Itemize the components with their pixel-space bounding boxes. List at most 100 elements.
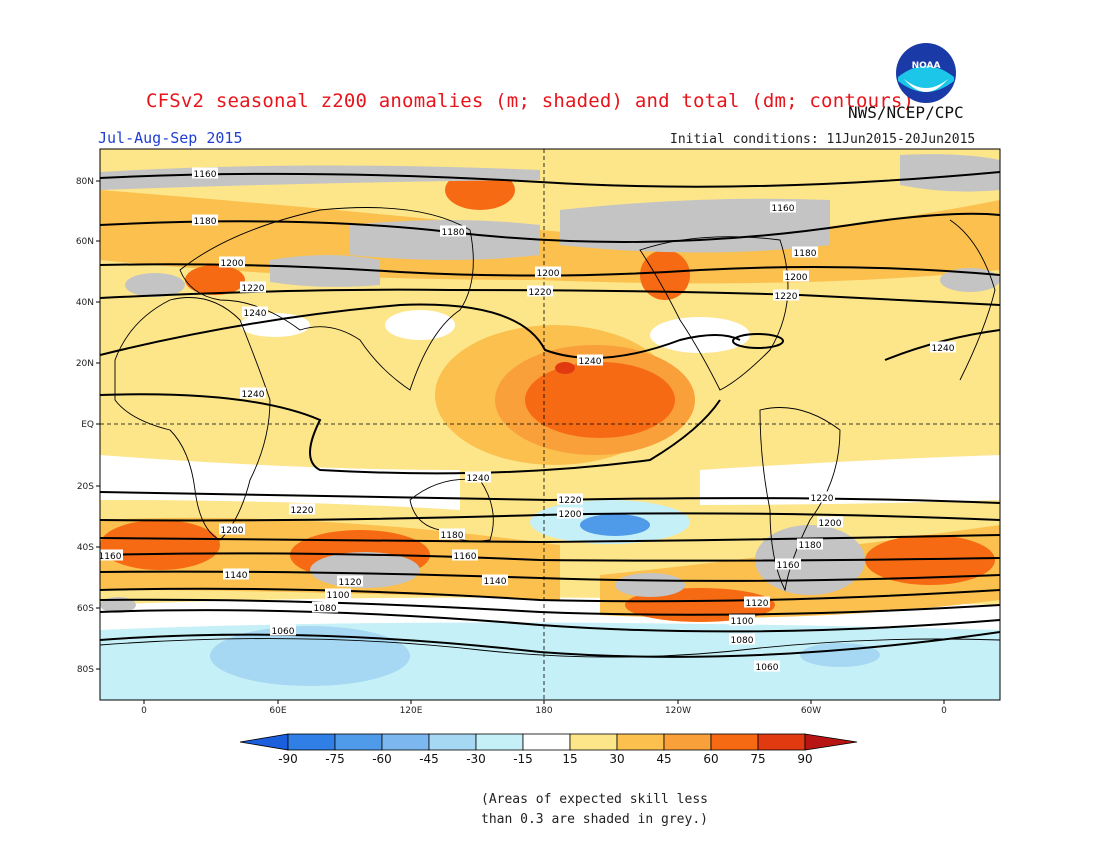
- contour-1240-north: [100, 303, 741, 359]
- contour-label-bg: [783, 270, 809, 282]
- contour-label-bg: [440, 225, 466, 237]
- latitude-labels: 80N 60N 40N 20N EQ 20S 40S 60S 80S: [76, 177, 100, 675]
- grey-asia: [350, 220, 540, 260]
- contour-1080-south: [100, 609, 1000, 633]
- forecast-period: Jul-Aug-Sep 2015: [98, 129, 243, 147]
- contour-label: 1060: [756, 663, 779, 673]
- shading-white-nh-3: [650, 317, 750, 353]
- lat-label-80s: 80S: [77, 665, 94, 675]
- contour-1100-south: [100, 598, 1000, 616]
- longitude-labels: 0 60E 120E 180 120W 60W 0: [141, 700, 947, 716]
- lon-label-0: 0: [941, 706, 947, 716]
- coast-europe-east: [949, 219, 996, 381]
- shading-white-nh-2: [385, 310, 455, 340]
- contour-label-bg: [240, 281, 266, 293]
- contour-label: 1240: [242, 390, 265, 400]
- colorbar-tick-label: -90: [278, 752, 298, 766]
- coast-antarctica: [100, 638, 1000, 658]
- shading-red-pacific: [525, 362, 675, 438]
- contour-label-bg: [775, 558, 801, 570]
- contour-label-bg: [242, 306, 268, 318]
- height-contours: [100, 171, 1000, 658]
- lat-label-20n: 20N: [76, 359, 94, 369]
- contour-label: 1220: [291, 506, 314, 516]
- shading-red-europe: [185, 265, 245, 295]
- contour-label: 1240: [244, 309, 267, 319]
- contour-1220-south: [100, 491, 1000, 504]
- contour-label-bg: [577, 354, 603, 366]
- contour-label: 1220: [529, 288, 552, 298]
- colorbar-tick-label: -15: [513, 752, 533, 766]
- contour-label-bg: [557, 493, 583, 505]
- shading-max-pacific: [555, 362, 575, 374]
- contour-label-bg: [219, 256, 245, 268]
- shading-neg-pacific-core: [580, 514, 650, 536]
- shading-red-alaska: [640, 250, 690, 300]
- lat-label-eq: EQ: [81, 420, 94, 430]
- colorbar-tick-label: 15: [562, 752, 577, 766]
- contour-1060-south: [100, 631, 1000, 658]
- contour-label: 1220: [242, 284, 265, 294]
- contour-label: 1180: [799, 541, 822, 551]
- contour-label: 1080: [314, 604, 337, 614]
- grey-europe: [270, 255, 380, 287]
- colorbar-boxes: [239, 733, 858, 751]
- contour-label-bg: [744, 596, 770, 608]
- contour-label: 1220: [775, 292, 798, 302]
- colorbar-ticks: -90 -75 -60 -45 -30 -15 15 30 45 60 75 90: [278, 752, 812, 766]
- grey-pacific-south: [615, 573, 685, 597]
- grey-indian-south: [310, 552, 420, 588]
- colorbar-box: [757, 733, 806, 751]
- colorbar-arrow-right: [804, 733, 858, 751]
- contour-label: 1160: [777, 561, 800, 571]
- contour-label-bg: [439, 528, 465, 540]
- noaa-logo: NOAA: [896, 43, 956, 103]
- noaa-logo-gull: [904, 79, 948, 92]
- grey-greenland: [900, 154, 1000, 192]
- lat-label-80n: 80N: [76, 177, 94, 187]
- colorbar-box: [569, 733, 618, 751]
- contour-label: 1160: [454, 552, 477, 562]
- contour-label-bg: [770, 201, 796, 213]
- lon-label-120w: 120W: [665, 706, 691, 716]
- colorbar-box: [428, 733, 477, 751]
- shading-red-sh-pacific: [625, 588, 775, 622]
- colorbar-tick-label: 90: [797, 752, 812, 766]
- noaa-logo-text: NOAA: [912, 61, 941, 71]
- colorbar-box: [475, 733, 524, 751]
- contour-label: 1140: [484, 577, 507, 587]
- contour-label-bg: [452, 549, 478, 561]
- contour-label-bg: [527, 285, 553, 297]
- colorbar-tick-label: 75: [750, 752, 765, 766]
- contour-1180-south: [100, 534, 1000, 544]
- contour-label: 1080: [731, 636, 754, 646]
- colorbar-tick-label: 30: [609, 752, 624, 766]
- contour-label: 1220: [811, 494, 834, 504]
- initial-conditions: Initial conditions: 11Jun2015-20Jun2015: [670, 132, 976, 147]
- colorbar-box: [616, 733, 665, 751]
- contour-label-bg: [465, 471, 491, 483]
- contour-label: 1240: [467, 474, 490, 484]
- contour-1220-north: [100, 288, 1000, 306]
- contour-label-bg: [270, 624, 296, 636]
- colorbar-box: [522, 733, 571, 751]
- contour-label-bg: [809, 491, 835, 503]
- lat-label-20s: 20S: [77, 482, 94, 492]
- contour-label-bg: [223, 568, 249, 580]
- colorbar-tick-label: 45: [656, 752, 671, 766]
- lon-label-60w: 60W: [801, 706, 821, 716]
- skill-note-line1: (Areas of expected skill less: [481, 792, 708, 807]
- contour-label-bg: [754, 660, 780, 672]
- colorbar-box: [663, 733, 712, 751]
- agency-label: NWS/NCEP/CPC: [848, 103, 964, 122]
- contour-label-bg: [312, 601, 338, 613]
- contour-label-bg: [557, 507, 583, 519]
- contour-label-bg: [100, 549, 123, 561]
- colorbar-box: [710, 733, 759, 751]
- grey-atlantic-south: [100, 597, 136, 613]
- contour-label-bg: [289, 503, 315, 515]
- contour-1240-closed: [732, 333, 784, 349]
- contour-label: 1100: [327, 591, 350, 601]
- contour-label: 1180: [441, 531, 464, 541]
- contour-label: 1200: [537, 269, 560, 279]
